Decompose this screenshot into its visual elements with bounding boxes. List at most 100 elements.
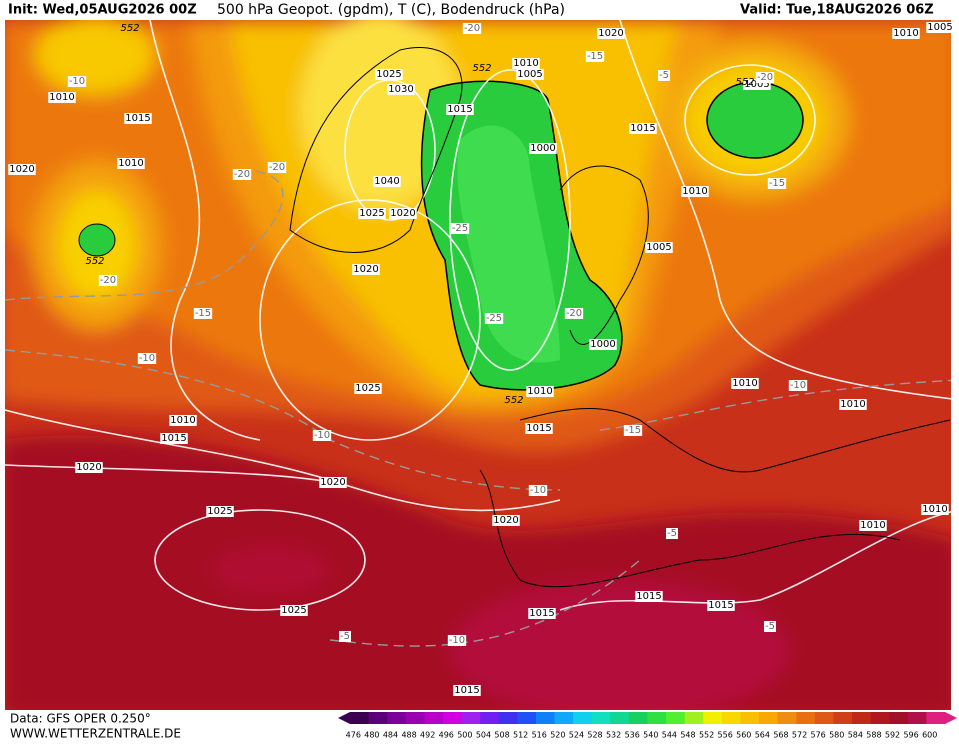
colorbar-label: 560 [736, 731, 751, 740]
pressure-label: 1015 [454, 685, 479, 696]
colorbar-cell [535, 712, 556, 724]
temperature-label: -10 [69, 76, 85, 87]
map-field [5, 20, 951, 710]
colorbar-label: 504 [476, 731, 491, 740]
temperature-label: -25 [486, 313, 502, 324]
map-labels: 1010 1015 1010 1020 1025 1030 1040 1025 1020 1015… [8, 22, 954, 696]
temperature-label-box [312, 430, 332, 441]
temperature-label-box [67, 76, 87, 87]
pressure-label: 1015 [161, 433, 186, 444]
pressure-label-box [528, 608, 556, 619]
temperature-label-box [767, 178, 787, 189]
temperature-label: -20 [100, 275, 116, 286]
pressure-label: 1010 [118, 158, 143, 169]
temperature-label: -20 [269, 162, 285, 173]
pressure-label: 1015 [526, 423, 551, 434]
temperature-label-box [666, 528, 678, 539]
valid-time: Valid: Tue,18AUG2026 06Z [740, 3, 934, 18]
pressure-label-box [743, 79, 771, 90]
pressure-label-box [354, 383, 382, 394]
colorbar-cell [870, 712, 890, 724]
colorbar-cell [405, 712, 425, 724]
temperature-label: -10 [530, 485, 546, 496]
pressure-label: 1015 [636, 591, 661, 602]
colorbar-cell [666, 712, 686, 724]
colorbar-label: 568 [773, 731, 788, 740]
colorbar-cell [498, 712, 518, 724]
pressure-label-box [529, 143, 557, 154]
colorbar-cell [759, 712, 779, 724]
pressure-label-box [926, 22, 954, 33]
temperature-label: -25 [452, 223, 468, 234]
pressure-label-box [892, 28, 920, 39]
pressure-label-box [589, 339, 617, 350]
pressure-label-box [516, 69, 544, 80]
pressure-label-box [492, 515, 520, 526]
pressure-label: 1020 [493, 515, 518, 526]
colorbar-cell [796, 712, 816, 724]
pressure-label-box [117, 158, 145, 169]
temperature-label-box [623, 425, 643, 436]
temperature-label-box [658, 70, 670, 81]
colorbar-label: 552 [699, 731, 714, 740]
pressure-label: 1000 [530, 143, 555, 154]
colorbar-cell [480, 712, 500, 724]
pressure-label: 1010 [527, 386, 552, 397]
pressure-label: 1025 [207, 506, 232, 517]
temperature-label-box [193, 308, 213, 319]
data-source: Data: GFS OPER 0.250° [10, 712, 151, 726]
pressure-label: 1025 [376, 69, 401, 80]
colorbar-cell [703, 712, 723, 724]
pressure-label-box [75, 462, 103, 473]
pressure-label: 1005 [927, 22, 952, 33]
temperature-label-box [98, 275, 118, 286]
colorbar-cell [777, 712, 797, 724]
pressure-label-box [839, 399, 867, 410]
temperature-label-box [267, 162, 287, 173]
colorbar-label: 544 [662, 731, 677, 740]
colorbar-cell [628, 712, 648, 724]
colorbar-label: 524 [569, 731, 584, 740]
pressure-label: 1025 [355, 383, 380, 394]
colorbar-cell [517, 712, 537, 724]
colorbar-cell [387, 712, 407, 724]
colorbar-label: 584 [848, 731, 863, 740]
pressure-label: 1010 [840, 399, 865, 410]
temperature-label: -20 [464, 23, 480, 34]
pressure-label-box [169, 415, 197, 426]
colorbar-cell [684, 712, 704, 724]
temperature-label-box [447, 635, 467, 646]
temperature-label: -10 [790, 380, 806, 391]
colorbar-cell [721, 712, 741, 724]
colorbar-label: 600 [922, 731, 937, 740]
pressure-label-box [8, 164, 36, 175]
pressure-label-box [206, 506, 234, 517]
temperature-label: -20 [757, 72, 773, 83]
colorbar-arrow-left [338, 712, 350, 724]
pressure-label: 1015 [630, 123, 655, 134]
pressure-label-box [453, 685, 481, 696]
temperature-label-box [788, 380, 808, 391]
pressure-label: 1015 [708, 600, 733, 611]
pressure-label: 1005 [744, 79, 769, 90]
pressure-label-box [373, 176, 401, 187]
temperature-label: -10 [314, 430, 330, 441]
colorbar: 476 480 484 488 492 496 500 504 508 512 516 520 524 5… [338, 712, 957, 740]
pressure-label: 1020 [353, 264, 378, 275]
height-label: 552 [504, 395, 523, 406]
height-label: 552 [472, 63, 491, 74]
map-title: 500 hPa Geopot. (gpdm), T (C), Bodendruc… [217, 2, 565, 18]
colorbar-cell [889, 712, 909, 724]
colorbar-label: 484 [383, 731, 398, 740]
pressure-label: 1005 [646, 242, 671, 253]
temperature-label: -5 [659, 70, 669, 81]
colorbar-label: 588 [866, 731, 881, 740]
colorbar-label: 496 [439, 731, 454, 740]
pressure-label: 1010 [682, 186, 707, 197]
height-label: 552 [735, 77, 754, 88]
pressure-label-box [526, 386, 554, 397]
temperature-label-box [484, 313, 504, 324]
pressure-label: 1020 [76, 462, 101, 473]
pressure-label: 1015 [529, 608, 554, 619]
